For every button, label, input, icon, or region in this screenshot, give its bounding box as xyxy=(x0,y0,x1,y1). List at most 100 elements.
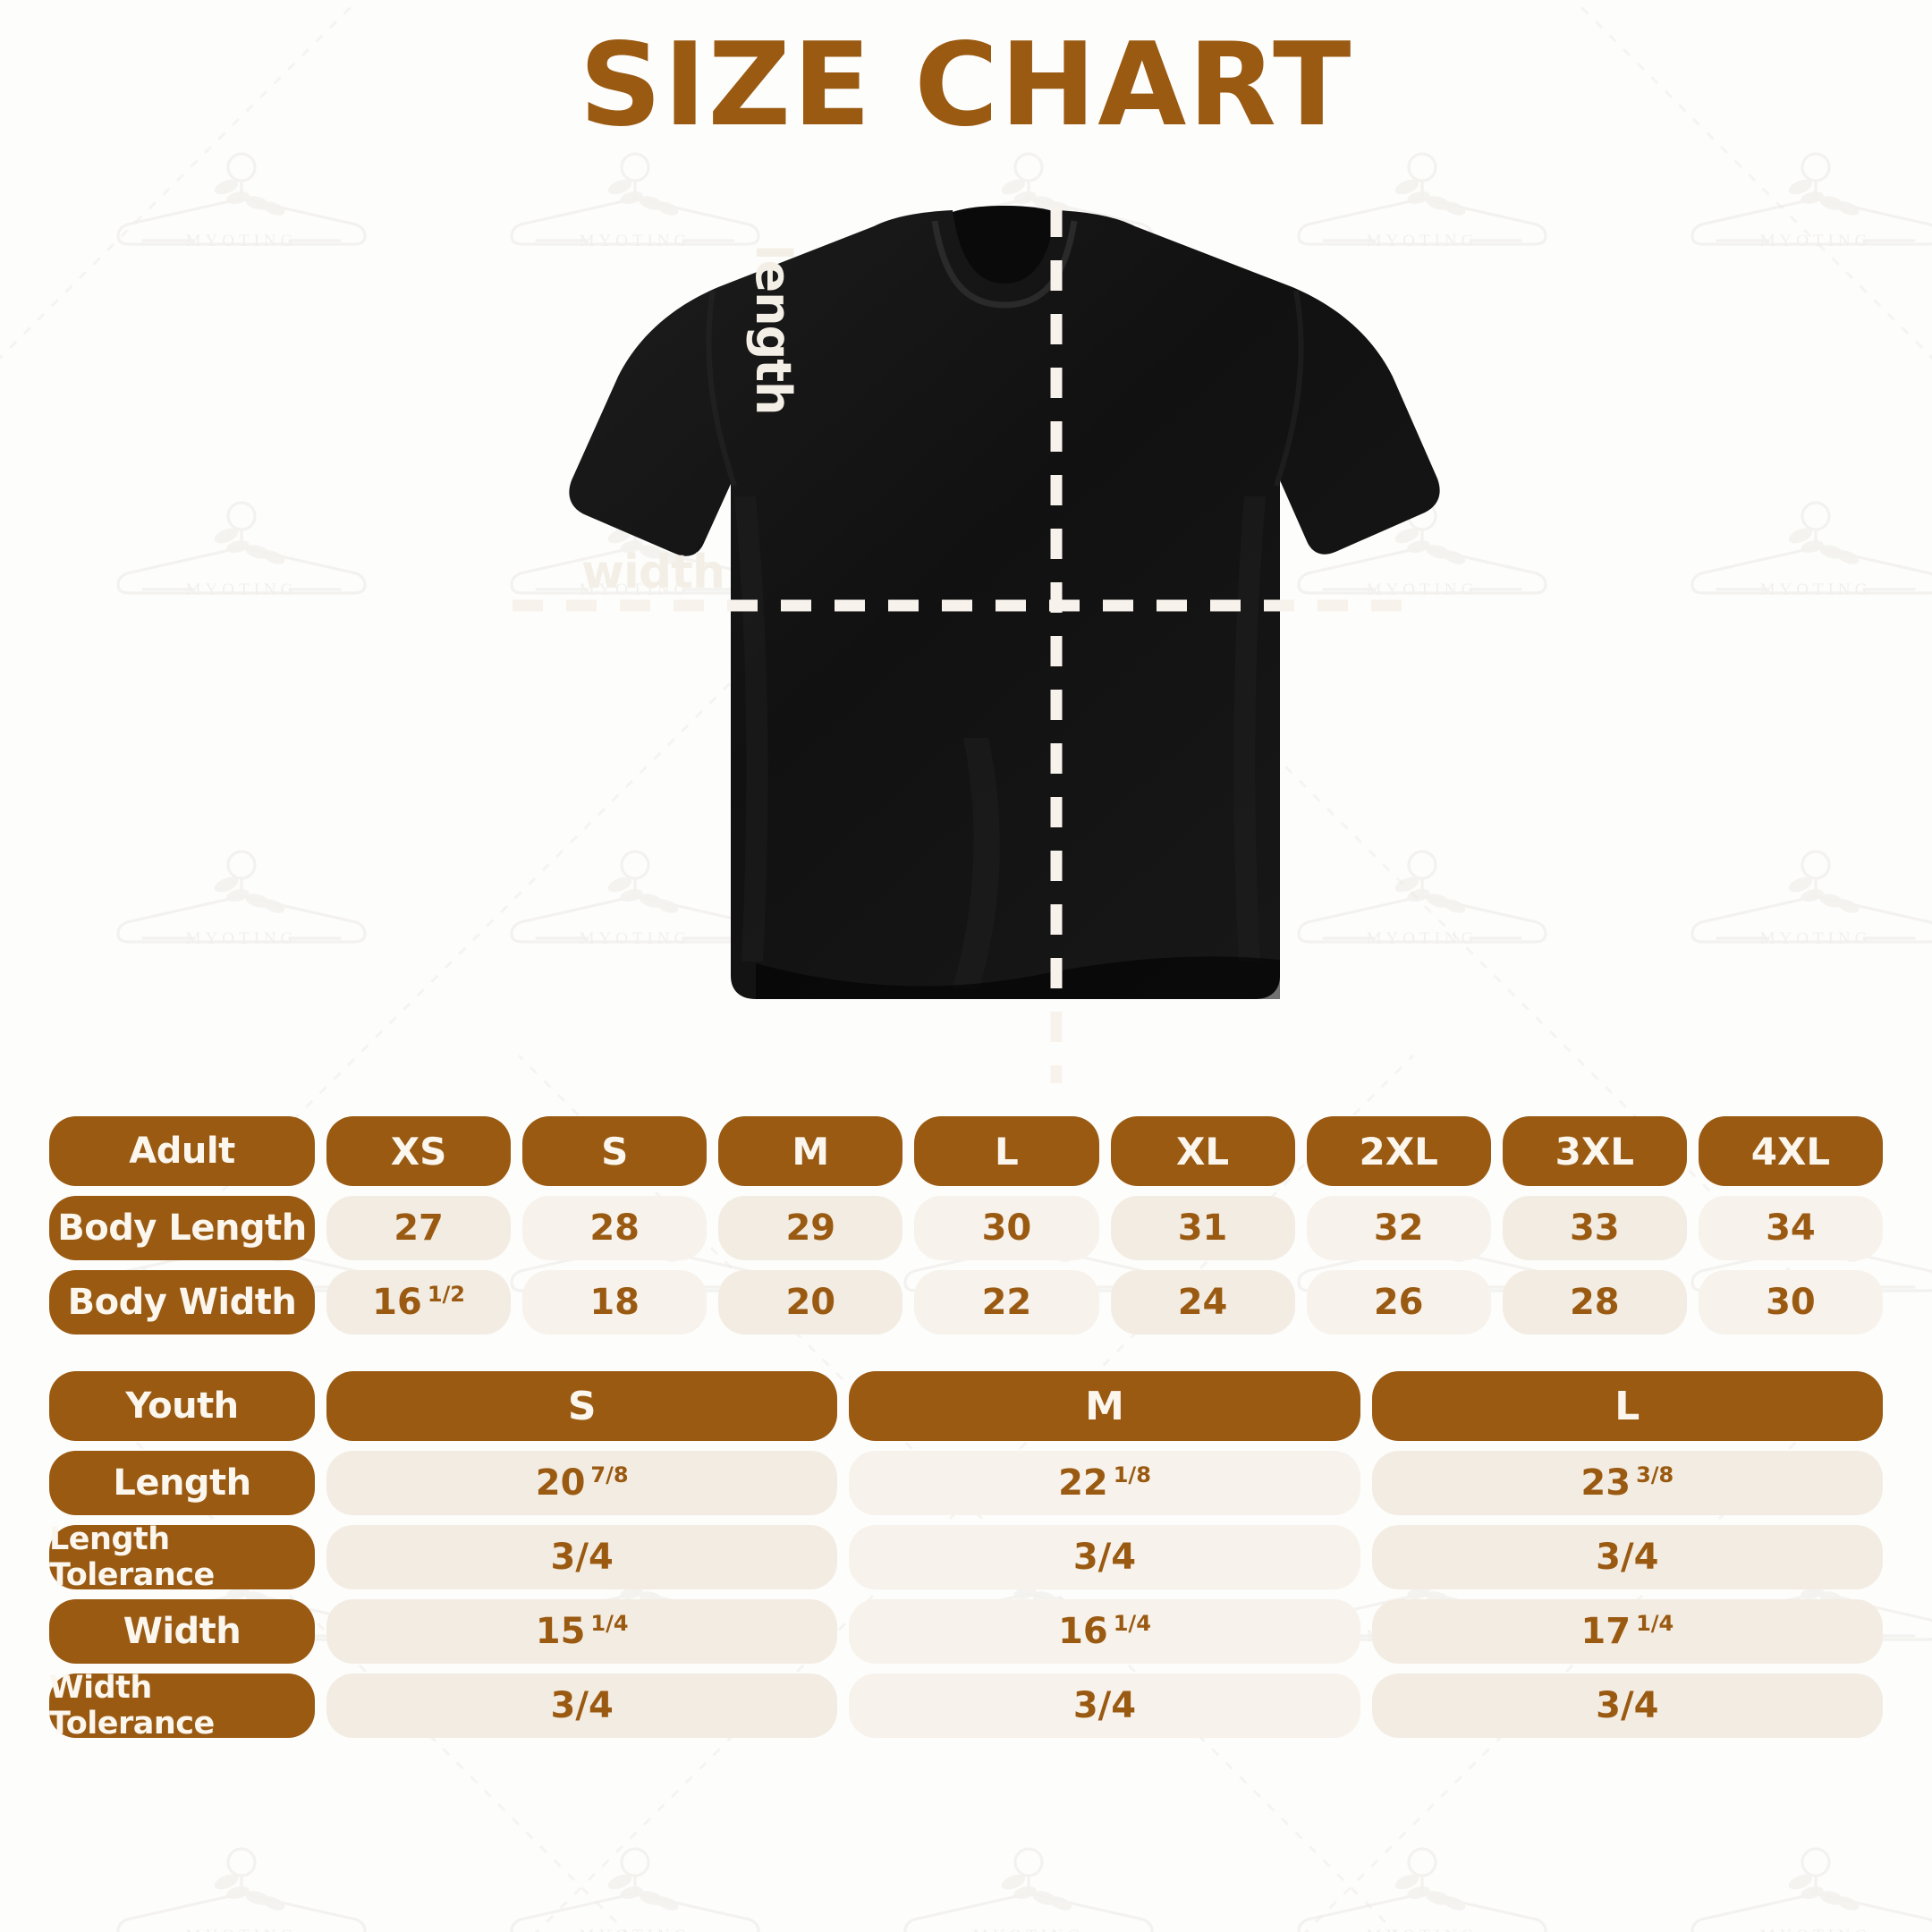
adult-value-cell: 20 xyxy=(718,1270,903,1335)
adult-row-label: Body Length xyxy=(49,1196,315,1260)
adult-size-header-4xl: 4XL xyxy=(1698,1116,1883,1186)
svg-text:MYOTING: MYOTING xyxy=(1760,1927,1872,1932)
youth-value-cell: 22 1/8 xyxy=(849,1451,1360,1515)
youth-value-cell: 3/4 xyxy=(1371,1674,1883,1738)
adult-label: Adult xyxy=(49,1116,315,1186)
youth-value-cell: 3/4 xyxy=(849,1525,1360,1589)
value-whole: 26 xyxy=(1373,1282,1424,1323)
youth-value-cell: 15 1/4 xyxy=(326,1599,838,1664)
value-whole: 22 xyxy=(981,1282,1032,1323)
youth-value-cell: 20 7/8 xyxy=(326,1451,838,1515)
svg-text:MYOTING: MYOTING xyxy=(186,929,298,948)
value-whole: 17 xyxy=(1580,1611,1631,1652)
table-row: Body Length 27 28 29 30 31 32 33 34 xyxy=(49,1196,1883,1260)
value-whole: 31 xyxy=(1177,1208,1228,1249)
value-whole: 20 xyxy=(535,1462,586,1504)
svg-text:MYOTING: MYOTING xyxy=(186,580,298,599)
adult-value-cell: 18 xyxy=(522,1270,708,1335)
table-row: Width 15 1/4 16 1/4 17 1/4 xyxy=(49,1599,1883,1664)
adult-value-cell: 16 1/2 xyxy=(326,1270,512,1335)
youth-value-cell: 23 3/8 xyxy=(1371,1451,1883,1515)
page-title: SIZE CHART xyxy=(579,19,1353,152)
adult-value-cell: 34 xyxy=(1698,1196,1883,1260)
adult-row-label: Body Width xyxy=(49,1270,315,1335)
value-whole: 18 xyxy=(589,1282,640,1323)
hanger-icon: MYOTING xyxy=(1682,1843,1932,1932)
youth-size-header-s: S xyxy=(326,1371,838,1441)
value-whole: 23 xyxy=(1580,1462,1631,1504)
youth-size-header-l: L xyxy=(1371,1371,1883,1441)
table-row: Body Width 16 1/2 18 20 22 24 26 28 30 xyxy=(49,1270,1883,1335)
value-fraction: 7/8 xyxy=(590,1462,629,1487)
width-label: width xyxy=(581,546,725,599)
adult-size-header-xl: XL xyxy=(1110,1116,1295,1186)
youth-size-header-m: M xyxy=(849,1371,1360,1441)
adult-header-row: Adult XS S M L XL 2XL 3XL 4XL xyxy=(49,1116,1883,1186)
adult-value-cell: 26 xyxy=(1306,1270,1491,1335)
adult-size-header-l: L xyxy=(914,1116,1099,1186)
hanger-icon: MYOTING xyxy=(107,1843,376,1932)
value-whole: 15 xyxy=(535,1611,586,1652)
hanger-icon: MYOTING xyxy=(107,148,376,255)
adult-size-header-2xl: 2XL xyxy=(1306,1116,1491,1186)
adult-value-cell: 22 xyxy=(914,1270,1099,1335)
youth-value-cell: 16 1/4 xyxy=(849,1599,1360,1664)
table-row: Width Tolerance 3/4 3/4 3/4 xyxy=(49,1670,1883,1741)
svg-text:MYOTING: MYOTING xyxy=(186,1927,298,1932)
value-fraction: 1/2 xyxy=(427,1282,465,1307)
table-row: Length 20 7/8 22 1/8 23 3/8 xyxy=(49,1451,1883,1515)
value-whole: 3/4 xyxy=(550,1537,614,1578)
svg-text:MYOTING: MYOTING xyxy=(1760,929,1872,948)
value-whole: 20 xyxy=(785,1282,836,1323)
value-whole: 3/4 xyxy=(1072,1685,1137,1726)
adult-table: Adult XS S M L XL 2XL 3XL 4XL Body Length 27 28 29… xyxy=(49,1116,1883,1335)
value-fraction: 3/8 xyxy=(1636,1462,1674,1487)
value-whole: 22 xyxy=(1058,1462,1108,1504)
svg-text:MYOTING: MYOTING xyxy=(1367,1927,1479,1932)
measurement-guides xyxy=(513,207,1419,1083)
value-fraction: 1/4 xyxy=(1113,1611,1151,1636)
value-whole: 29 xyxy=(785,1208,836,1249)
value-whole: 28 xyxy=(1569,1282,1620,1323)
value-whole: 16 xyxy=(372,1282,422,1323)
adult-value-cell: 32 xyxy=(1306,1196,1491,1260)
youth-value-cell: 3/4 xyxy=(326,1674,838,1738)
length-label: length xyxy=(745,244,801,415)
value-whole: 30 xyxy=(1766,1282,1816,1323)
adult-size-header-s: S xyxy=(522,1116,708,1186)
hanger-icon: MYOTING xyxy=(501,1843,769,1932)
value-whole: 27 xyxy=(394,1208,444,1249)
value-whole: 33 xyxy=(1569,1208,1620,1249)
youth-row-label: Length xyxy=(49,1451,315,1515)
adult-value-cell: 28 xyxy=(522,1196,708,1260)
youth-row-label: Width xyxy=(49,1599,315,1664)
svg-text:MYOTING: MYOTING xyxy=(580,1927,691,1932)
adult-value-cell: 28 xyxy=(1502,1270,1687,1335)
adult-value-cell: 33 xyxy=(1502,1196,1687,1260)
adult-value-cell: 30 xyxy=(1698,1270,1883,1335)
value-fraction: 1/4 xyxy=(1636,1611,1674,1636)
value-whole: 16 xyxy=(1058,1611,1108,1652)
adult-size-header-3xl: 3XL xyxy=(1502,1116,1687,1186)
hanger-icon: MYOTING xyxy=(1682,845,1932,953)
hanger-icon: MYOTING xyxy=(107,496,376,604)
value-fraction: 1/8 xyxy=(1113,1462,1151,1487)
value-whole: 32 xyxy=(1373,1208,1424,1249)
adult-value-cell: 27 xyxy=(326,1196,512,1260)
adult-size-header-xs: XS xyxy=(326,1116,512,1186)
youth-value-cell: 17 1/4 xyxy=(1371,1599,1883,1664)
adult-size-header-m: M xyxy=(718,1116,903,1186)
youth-row-label: Width Tolerance xyxy=(49,1670,315,1741)
value-whole: 28 xyxy=(589,1208,640,1249)
value-whole: 3/4 xyxy=(1596,1537,1659,1578)
value-whole: 34 xyxy=(1766,1208,1816,1249)
value-fraction: 1/4 xyxy=(590,1611,629,1636)
youth-value-cell: 3/4 xyxy=(326,1525,838,1589)
adult-value-cell: 29 xyxy=(718,1196,903,1260)
value-whole: 3/4 xyxy=(1596,1685,1659,1726)
hanger-icon: MYOTING xyxy=(1288,1843,1556,1932)
svg-text:MYOTING: MYOTING xyxy=(973,1927,1085,1932)
svg-text:MYOTING: MYOTING xyxy=(1760,580,1872,599)
